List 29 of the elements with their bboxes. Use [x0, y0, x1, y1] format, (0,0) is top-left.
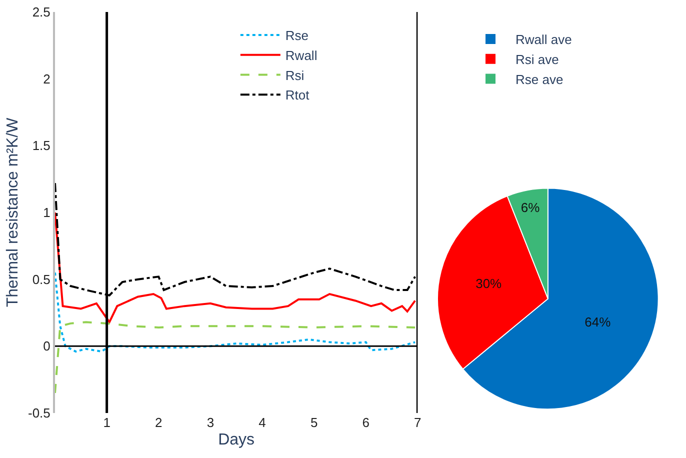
x-tick-label: 2	[155, 415, 162, 430]
legend-label: Rwall ave	[516, 32, 572, 48]
x-tick-label: 1	[103, 415, 110, 430]
x-tick-label: 7	[414, 415, 422, 430]
line-series	[55, 321, 416, 394]
legend-label: Rsi ave	[516, 52, 559, 67]
x-axis-title: Days	[218, 432, 255, 449]
legend-label: Rse	[285, 28, 309, 44]
legend-label: Rtot	[285, 88, 310, 103]
x-tick-label: 4	[258, 415, 266, 430]
line-series	[55, 272, 416, 353]
y-tick-label: 2.5	[32, 4, 50, 20]
legend-label: Rwall	[285, 48, 318, 63]
data-label: 6%	[520, 200, 540, 215]
legend-label: Rse ave	[516, 72, 564, 87]
legend-label: Rsi	[285, 68, 304, 83]
y-axis-title: Thermal resistance m²K/W	[4, 116, 22, 308]
x-tick-label: 6	[362, 415, 370, 430]
data-label: 30%	[476, 276, 502, 292]
y-tick-label: 1.5	[32, 138, 50, 154]
y-tick-label: 2	[43, 71, 50, 86]
y-tick-label: 0.5	[32, 272, 50, 287]
y-tick-label: -0.5	[28, 406, 50, 421]
line-series	[55, 212, 416, 324]
x-tick-label: 5	[310, 415, 318, 430]
y-tick-label: 1	[43, 205, 50, 220]
y-tick-label: 0	[43, 338, 50, 354]
x-tick-label: 3	[206, 415, 214, 430]
data-label: 64%	[584, 314, 612, 330]
